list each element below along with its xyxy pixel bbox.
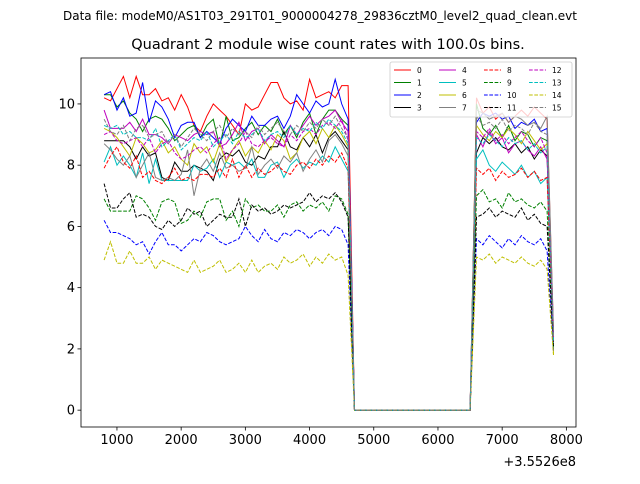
legend-label-6: 6	[462, 91, 467, 100]
plot-area	[103, 74, 554, 411]
legend-label-12: 12	[552, 66, 562, 75]
series-line-14	[103, 240, 554, 411]
axis-ticks: 1000 2000 3000 4000 5000 6000 7000 8000 0 2 4 6 8 10	[58, 97, 582, 448]
series-line-4	[103, 109, 554, 411]
x-tick-label: 4000	[293, 433, 326, 448]
x-tick-label: 3000	[229, 433, 262, 448]
y-tick-label: 0	[67, 404, 75, 419]
legend-label-7: 7	[462, 104, 467, 113]
legend-label-11: 11	[507, 104, 517, 113]
series-line-9	[103, 188, 554, 411]
series-line-0	[103, 74, 554, 411]
legend-label-2: 2	[417, 91, 422, 100]
legend-label-4: 4	[462, 66, 467, 75]
legend-box	[389, 61, 573, 118]
chart-suptitle: Data file: modeM0/AS1T03_291T01_90000042…	[63, 9, 577, 23]
legend-label-8: 8	[507, 66, 512, 75]
x-tick-label: 5000	[357, 433, 390, 448]
chart-title: Quadrant 2 module wise count rates with …	[131, 37, 525, 53]
series-line-10	[103, 220, 554, 411]
series-line-8	[103, 145, 554, 411]
x-tick-label: 1000	[100, 433, 133, 448]
series-line-6	[103, 123, 554, 411]
legend-label-15: 15	[552, 104, 562, 113]
series-line-15	[103, 114, 554, 411]
axes-frame	[80, 57, 577, 428]
y-tick-label: 6	[67, 220, 75, 235]
legend-label-13: 13	[552, 79, 562, 88]
series-line-13	[103, 118, 554, 411]
series-line-12	[103, 118, 554, 411]
y-tick-label: 2	[67, 342, 75, 357]
series-line-7	[103, 109, 554, 411]
legend-label-5: 5	[462, 79, 467, 88]
legend-label-9: 9	[507, 79, 512, 88]
x-tick-label: 2000	[165, 433, 198, 448]
legend-label-14: 14	[552, 91, 562, 100]
x-tick-label: 7000	[486, 433, 519, 448]
series-line-11	[103, 183, 554, 411]
x-tick-label: 8000	[550, 433, 583, 448]
x-tick-label: 6000	[421, 433, 454, 448]
y-tick-label: 4	[67, 281, 75, 296]
legend-label-1: 1	[417, 79, 422, 88]
legend-label-10: 10	[507, 91, 517, 100]
y-tick-label: 10	[58, 97, 75, 112]
legend-label-3: 3	[417, 104, 422, 113]
series-line-5	[103, 145, 554, 411]
x-offset-label: +3.5526e8	[503, 455, 576, 470]
legend-label-0: 0	[417, 66, 422, 75]
y-tick-label: 8	[67, 159, 75, 174]
series-line-2	[103, 77, 554, 411]
